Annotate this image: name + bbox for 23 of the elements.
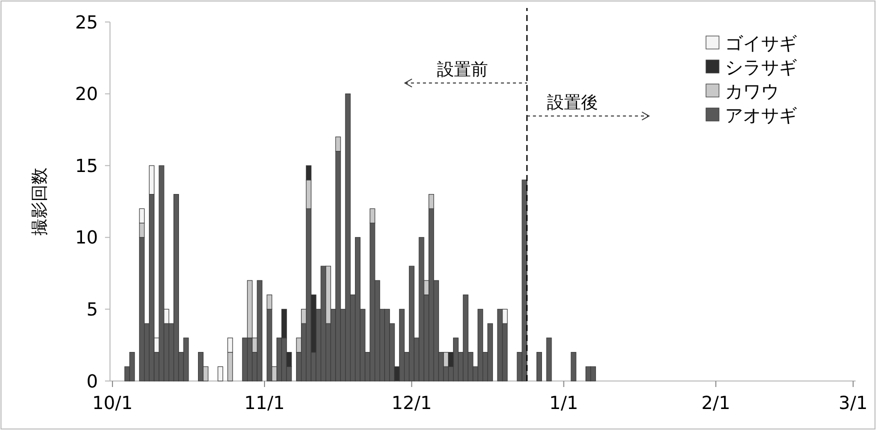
bar <box>218 366 224 382</box>
bar <box>570 352 576 382</box>
x-tick-label: 3/1 <box>838 393 868 414</box>
y-tick-label: 5 <box>86 300 98 320</box>
annotation: 設置前 <box>436 60 488 80</box>
y-tick-label: 15 <box>75 156 98 177</box>
y-tick-label: 20 <box>75 84 98 106</box>
bar <box>546 338 552 382</box>
x-tick-label: 10/1 <box>92 393 133 414</box>
bar <box>536 352 542 382</box>
y-axis-title: 撮影回数 <box>30 168 50 236</box>
legend-label: カワウ <box>725 81 779 102</box>
y-tick-label: 10 <box>75 228 98 249</box>
x-tick-label: 11/1 <box>244 393 285 414</box>
x-tick-label: 1/1 <box>549 393 578 414</box>
x-tick-label: 2/1 <box>701 393 730 414</box>
legend-label: アオサギ <box>725 105 797 126</box>
annotation: 設置後 <box>546 93 598 113</box>
legend-label: ゴイサギ <box>725 33 797 54</box>
y-tick-label: 25 <box>75 12 98 34</box>
y-tick-label: 0 <box>86 371 98 392</box>
legend-label: シラサギ <box>725 57 797 78</box>
x-tick-label: 12/1 <box>391 393 432 414</box>
